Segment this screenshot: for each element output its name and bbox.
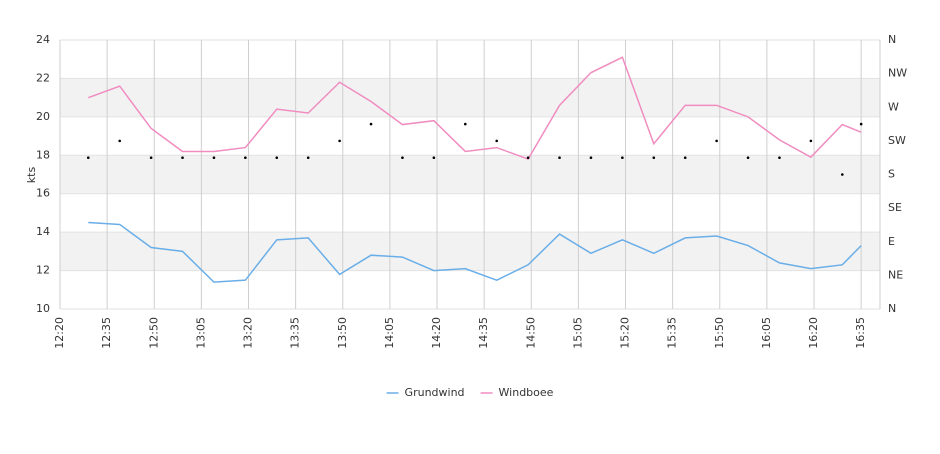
x-tick-label: 13:20: [242, 317, 255, 349]
x-tick-label: 14:50: [524, 317, 537, 349]
direction-dot: [401, 156, 404, 159]
y-tick-label: 10: [36, 302, 50, 315]
y-tick-label: 24: [36, 33, 50, 46]
series-line: [88, 221, 862, 283]
y2-tick-label: NW: [888, 67, 907, 80]
direction-dot: [809, 139, 813, 143]
y2-tick-label: W: [888, 100, 899, 113]
direction-dot: [621, 156, 624, 159]
x-tick-label: 12:35: [100, 317, 113, 349]
x-tick-label: 15:50: [713, 317, 726, 349]
x-tick-label: 12:20: [53, 317, 66, 349]
direction-dot: [338, 139, 341, 143]
y-tick-label: 16: [36, 187, 50, 200]
x-tick-label: 13:05: [194, 317, 207, 349]
series-line: [88, 56, 862, 161]
y2-tick-label: E: [888, 235, 895, 248]
direction-dot: [589, 156, 593, 159]
legend-label: Windboee: [499, 386, 554, 399]
direction-dot: [369, 122, 373, 126]
y-tick-label: 14: [36, 225, 50, 238]
grid-band: [60, 78, 880, 117]
y-tick-label: 20: [36, 110, 50, 123]
x-tick-label: 14:20: [430, 317, 443, 349]
x-tick-label: 13:35: [289, 317, 302, 349]
direction-dot: [652, 156, 656, 159]
direction-dot: [558, 156, 561, 159]
direction-dot: [149, 156, 153, 159]
direction-dot: [746, 156, 750, 159]
y2-tick-label: S: [888, 168, 895, 181]
direction-dot: [715, 139, 718, 143]
y2-tick-label: SE: [888, 201, 902, 214]
direction-dot: [306, 156, 310, 159]
grid-band: [60, 155, 880, 194]
y-tick-label: 12: [36, 264, 50, 277]
legend-label: Grundwind: [405, 386, 465, 399]
y-tick-label: 18: [36, 148, 50, 161]
x-tick-label: 16:05: [760, 317, 773, 349]
x-tick-label: 16:35: [854, 317, 867, 349]
y2-tick-label: NE: [888, 268, 903, 281]
legend: Grundwind Windboee: [386, 386, 554, 399]
x-tick-label: 15:35: [666, 317, 679, 349]
y2-tick-label: N: [888, 33, 896, 46]
y2-tick-label: SW: [888, 134, 906, 147]
direction-dot: [244, 156, 247, 159]
direction-dot: [118, 139, 121, 143]
direction-dot: [778, 156, 781, 159]
direction-dot: [181, 156, 184, 159]
x-tick-label: 16:20: [807, 317, 820, 349]
direction-dot: [840, 173, 844, 176]
direction-dot: [212, 156, 216, 159]
y2-tick-label: N: [888, 302, 896, 315]
y-axis-label: kts: [25, 167, 38, 184]
x-tick-label: 15:05: [571, 317, 584, 349]
direction-dot: [526, 156, 530, 159]
direction-dot: [275, 156, 279, 159]
direction-dot: [86, 156, 90, 159]
x-tick-label: 14:05: [383, 317, 396, 349]
x-tick-label: 13:50: [336, 317, 349, 349]
x-tick-label: 12:50: [147, 317, 160, 349]
direction-dot: [432, 156, 436, 159]
direction-dot: [463, 122, 467, 126]
x-tick-label: 15:20: [619, 317, 632, 349]
direction-dot: [683, 156, 687, 159]
x-tick-label: 14:35: [477, 317, 490, 349]
y-tick-label: 22: [36, 71, 50, 84]
direction-dot: [859, 122, 863, 126]
direction-dot: [495, 139, 499, 143]
